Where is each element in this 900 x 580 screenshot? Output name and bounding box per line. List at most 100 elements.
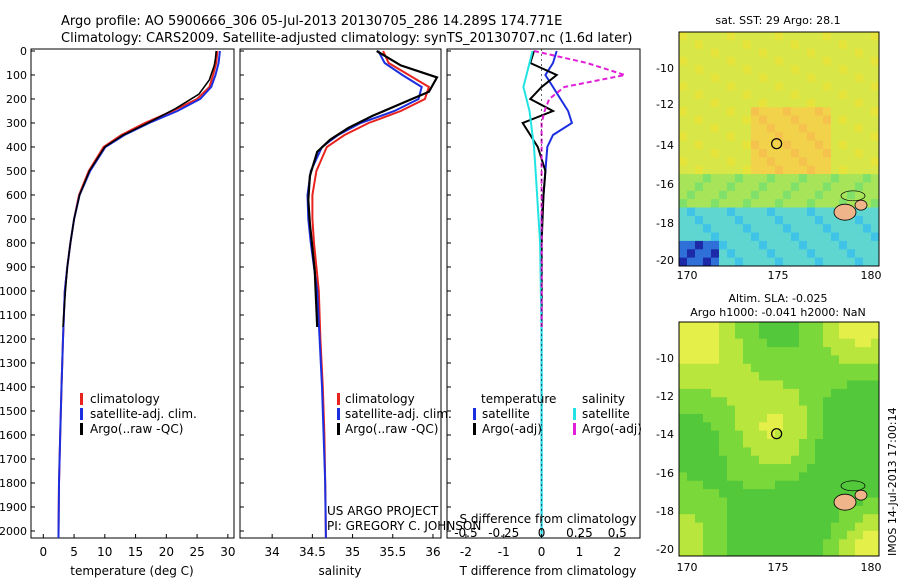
sst-map-cell <box>863 190 872 200</box>
sst-map-cell <box>863 174 872 184</box>
sla-map-cell <box>855 497 864 507</box>
sla-map-cell <box>751 472 760 482</box>
sla-map-cell <box>719 422 728 432</box>
sla-map-cell <box>727 472 736 482</box>
sst-map-cell <box>871 90 879 100</box>
sst-map-cell <box>751 98 760 108</box>
sla-map-cell <box>703 397 712 407</box>
sla-map-cell <box>759 347 768 357</box>
sla-map-cell <box>815 472 824 482</box>
sla-map-cell <box>679 530 688 540</box>
sst-map-cell <box>847 215 856 225</box>
sla-map-cell <box>871 489 879 499</box>
sst-map-cell <box>687 149 696 158</box>
sst-map-cell <box>695 190 704 200</box>
sst-map-cell <box>679 149 688 158</box>
sst-map-cell <box>743 123 752 133</box>
sst-map-cell <box>751 140 760 150</box>
sla-map-cell <box>831 547 840 556</box>
sla-map-cell <box>719 413 728 423</box>
sla-map-cell <box>735 455 744 465</box>
sst-map-cell <box>839 157 848 167</box>
sst-map-cell <box>687 65 696 75</box>
sst-map-cell <box>703 240 712 250</box>
sla-map-cell <box>855 397 864 407</box>
salinity-xtick-label: 34 <box>265 545 280 559</box>
sla-ytick: -20 <box>656 543 674 556</box>
sst-map-cell <box>767 249 776 259</box>
sst-map-cell <box>791 199 800 209</box>
sla-map-cell <box>751 372 760 382</box>
sla-map-cell <box>775 397 784 407</box>
sst-map-cell <box>711 224 720 234</box>
sst-map-cell <box>727 224 736 234</box>
sla-map-cell <box>767 497 776 507</box>
sst-map-cell <box>855 257 864 266</box>
sla-map-cell <box>703 439 712 448</box>
sla-map-cell <box>847 489 856 499</box>
sla-map-cell <box>815 405 824 415</box>
sla-map-cell <box>767 455 776 465</box>
sla-map-cell <box>839 447 848 457</box>
sla-map-cell <box>719 522 728 532</box>
sla-map-cell <box>831 405 840 415</box>
sla-map-cell <box>839 439 848 448</box>
sst-map-cell <box>727 240 736 250</box>
sst-map-cell <box>847 40 856 50</box>
sla-map-cell <box>783 405 792 415</box>
sla-map-cell <box>727 430 736 440</box>
sst-map-cell <box>679 40 688 50</box>
depth-tick-label: 1300 <box>0 357 27 370</box>
sla-map-cell <box>679 372 688 382</box>
sst-map-cell <box>735 32 744 41</box>
sst-map-cell <box>815 90 824 100</box>
sst-map-cell <box>831 65 840 75</box>
sst-map-cell <box>783 224 792 234</box>
sst-map-cell <box>831 190 840 200</box>
sst-map-cell <box>791 32 800 41</box>
sst-map-cell <box>823 40 832 50</box>
sla-map-cell <box>751 447 760 457</box>
sst-map-cell <box>847 107 856 117</box>
sla-map-cell <box>839 338 848 348</box>
sla-map-cell <box>711 430 720 440</box>
sla-map-cell <box>703 514 712 524</box>
sla-map-cell <box>727 322 736 331</box>
sla-map-cell <box>719 539 728 549</box>
sla-map-cell <box>727 530 736 540</box>
sla-map-cell <box>823 439 832 448</box>
sst-map-cell <box>871 82 879 92</box>
sla-map-cell <box>807 388 816 398</box>
depth-tick-label: 1700 <box>0 453 27 466</box>
sla-map-cell <box>863 347 872 357</box>
sst-map-cell <box>831 115 840 125</box>
sla-map-cell <box>863 547 872 556</box>
sst-map-cell <box>759 165 768 175</box>
sla-map-cell <box>799 380 808 390</box>
sst-map-cell <box>711 182 720 192</box>
sla-map-cell <box>807 447 816 457</box>
sst-map-cell <box>799 82 808 92</box>
sst-map-cell <box>871 32 879 41</box>
sst-map-cell <box>791 48 800 58</box>
sst-map-cell <box>799 115 808 125</box>
sst-map-cell <box>815 32 824 41</box>
sla-map-cell <box>687 330 696 340</box>
sla-map-cell <box>791 430 800 440</box>
sst-map-cell <box>775 182 784 192</box>
sst-map-cell <box>695 98 704 108</box>
sst-map-cell <box>871 199 879 209</box>
sla-map-cell <box>815 380 824 390</box>
sla-map-cell <box>863 514 872 524</box>
sla-map-cell <box>679 405 688 415</box>
sst-map-cell <box>751 232 760 242</box>
sst-map-cell <box>735 123 744 133</box>
sst-map-cell <box>727 207 736 217</box>
sla-map-cell <box>783 530 792 540</box>
sla-map-cell <box>767 480 776 490</box>
sla-map-cell <box>799 455 808 465</box>
depth-tick-label: 1000 <box>0 285 27 298</box>
sla-map-cell <box>823 372 832 382</box>
sla-map-cell <box>815 422 824 432</box>
sst-map-cell <box>687 73 696 83</box>
